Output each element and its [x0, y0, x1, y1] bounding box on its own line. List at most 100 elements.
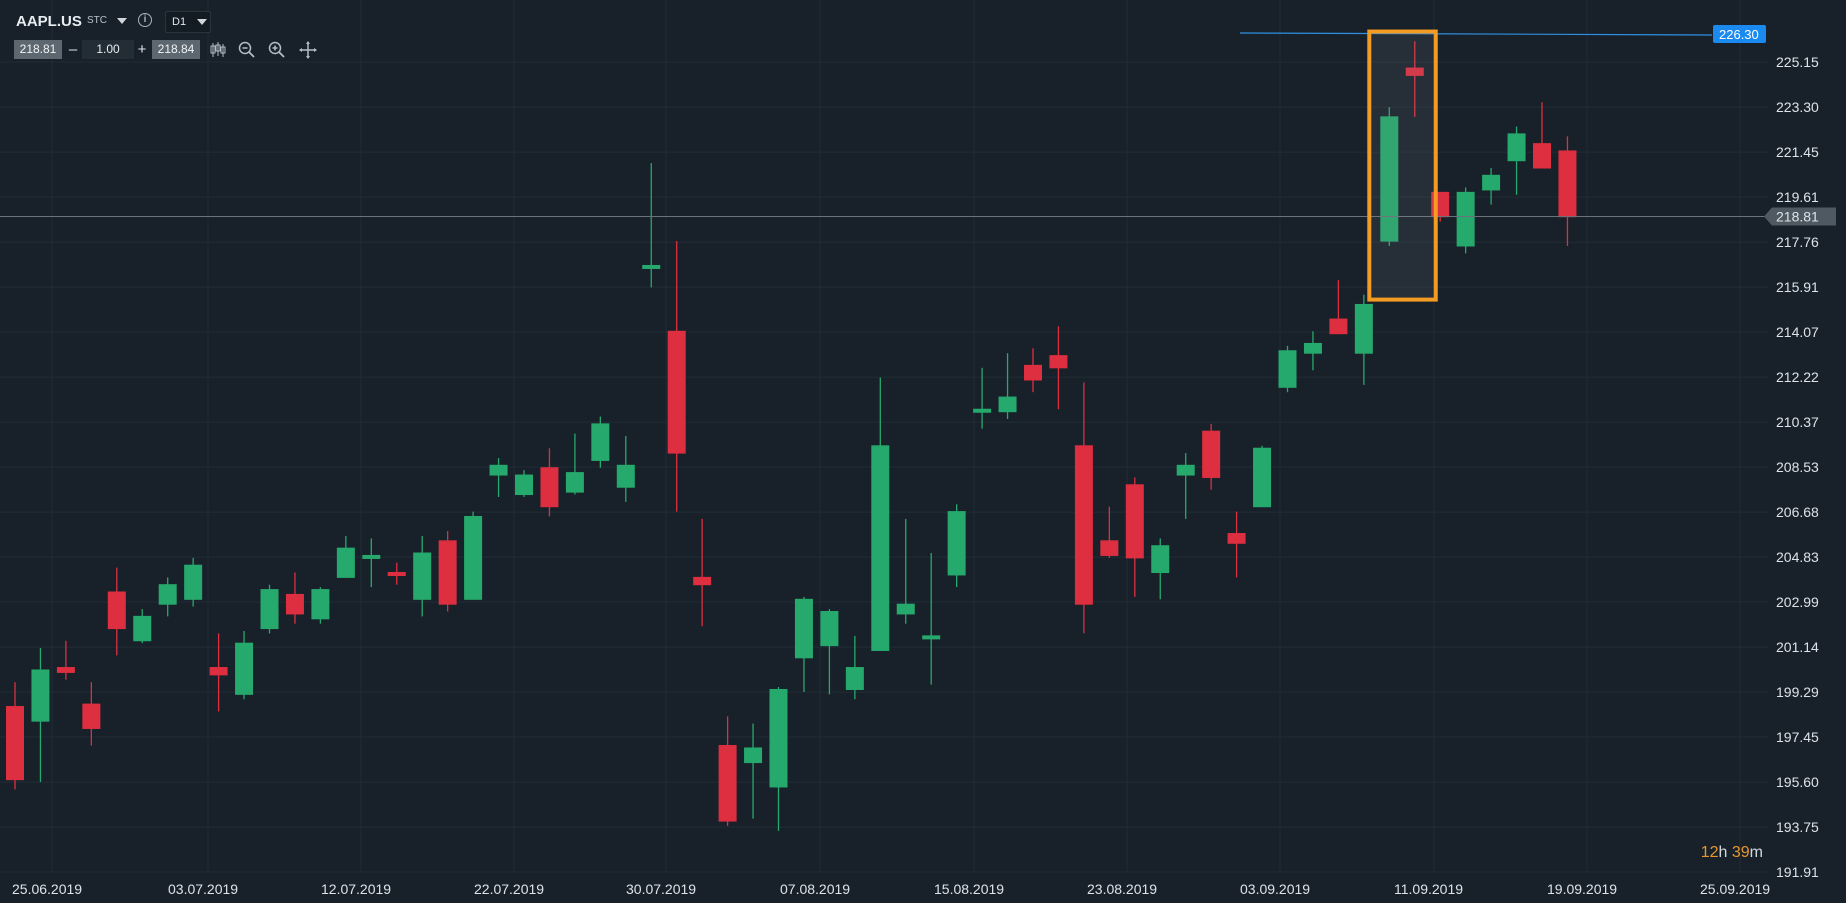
candle-countdown: 12h 39m — [1701, 844, 1763, 862]
bull-candle — [158, 584, 177, 605]
bull-candle — [464, 515, 483, 600]
bear-candle — [1405, 67, 1424, 76]
bear-candle — [1227, 533, 1246, 544]
chart-toolbar: AAPL.US STC i D1 218.81 – 1.00 + 218.84 — [0, 0, 420, 70]
alert-level-line[interactable] — [1239, 32, 1713, 36]
bull-candle — [1151, 545, 1170, 574]
bear-candle — [1024, 364, 1042, 381]
bull-candle — [998, 396, 1017, 413]
bull-candle — [744, 747, 763, 764]
ask-price[interactable]: 218.84 — [152, 40, 200, 59]
time-axis[interactable]: 25.06.2019 03.07.2019 12.07.2019 22.07.2019… — [12, 881, 1770, 897]
zoom-in-icon[interactable] — [267, 40, 287, 60]
current-price-tag — [1764, 207, 1836, 226]
bear-candle — [387, 572, 406, 577]
bull-candle — [1176, 464, 1195, 476]
candles-icon[interactable] — [208, 40, 228, 60]
chevron-down-icon — [197, 19, 207, 25]
bear-candle — [1074, 445, 1093, 605]
bull-candle — [184, 564, 203, 600]
bear-candle — [209, 667, 228, 676]
bull-candle — [794, 598, 813, 659]
bull-candle — [311, 589, 330, 620]
price-axis[interactable]: 225.15 223.30 221.45 219.61 217.76 215.91 214.… — [1776, 54, 1819, 880]
symbol-dropdown-icon[interactable] — [117, 18, 127, 24]
timeframe-value: D1 — [172, 16, 187, 28]
bull-candle — [947, 511, 966, 576]
y-tick-label: 204.83 — [1776, 549, 1819, 565]
bull-candle — [845, 667, 864, 690]
bull-candle — [1456, 191, 1475, 247]
x-tick-label: 03.09.2019 — [1240, 881, 1310, 897]
y-tick-label: 197.45 — [1776, 729, 1819, 745]
timer-hours: 12 — [1700, 844, 1719, 861]
y-tick-label: 210.37 — [1776, 414, 1819, 430]
asset-class-label: STC — [87, 15, 107, 26]
x-tick-label: 19.09.2019 — [1547, 881, 1617, 897]
bid-price[interactable]: 218.81 — [14, 40, 62, 59]
bear-candle — [718, 745, 737, 822]
bear-candle — [1329, 318, 1348, 335]
y-tick-label: 195.60 — [1776, 774, 1819, 790]
info-icon[interactable]: i — [138, 13, 152, 27]
bull-candle — [133, 615, 152, 642]
crosshair-icon[interactable] — [298, 40, 318, 60]
timeframe-select[interactable]: D1 — [165, 11, 211, 33]
overlays: 218.81 226.30 — [0, 24, 1836, 302]
bull-candle — [362, 554, 381, 559]
x-tick-label: 25.09.2019 — [1700, 881, 1770, 897]
bull-candle — [1278, 350, 1297, 388]
timer-minutes: 39 — [1731, 844, 1750, 861]
bull-candle — [922, 635, 941, 640]
bull-candle — [1482, 174, 1501, 191]
x-tick-label: 03.07.2019 — [168, 881, 238, 897]
bull-candle — [565, 472, 584, 493]
highlight-box — [1367, 29, 1438, 302]
y-tick-label: 201.14 — [1776, 639, 1819, 655]
timer-hours-unit: h — [1718, 844, 1728, 861]
y-tick-label: 214.07 — [1776, 324, 1819, 340]
bull-candle — [260, 589, 279, 630]
x-tick-label: 25.06.2019 — [12, 881, 82, 897]
bear-candle — [6, 706, 24, 781]
x-tick-label: 11.09.2019 — [1394, 881, 1463, 897]
y-tick-label: 221.45 — [1776, 144, 1819, 160]
bull-candle — [413, 552, 432, 600]
bear-candle — [1533, 143, 1551, 169]
bull-candle — [616, 464, 635, 488]
y-tick-label: 212.22 — [1776, 369, 1819, 385]
bull-candle — [235, 642, 254, 695]
symbol-label[interactable]: AAPL.US — [16, 13, 82, 30]
volume-decrease-button[interactable]: – — [68, 41, 78, 58]
y-tick-label: 191.91 — [1776, 864, 1819, 880]
bear-candle — [285, 593, 304, 615]
bear-candle — [1202, 430, 1221, 478]
bull-candle — [871, 445, 890, 651]
bull-candle — [1303, 342, 1322, 354]
x-tick-label: 22.07.2019 — [474, 881, 544, 897]
volume-input[interactable]: 1.00 — [82, 40, 134, 59]
bear-candle — [667, 330, 686, 454]
bull-candle — [591, 423, 610, 461]
y-tick-label: 215.91 — [1776, 279, 1819, 295]
alert-level-tag[interactable] — [1713, 24, 1766, 43]
volume-increase-button[interactable]: + — [137, 41, 147, 58]
bear-candle — [56, 667, 75, 673]
bear-candle — [107, 591, 126, 630]
bear-candle — [1125, 484, 1144, 559]
y-tick-label: 206.68 — [1776, 504, 1819, 520]
bear-candle — [540, 467, 559, 508]
bull-candle — [1354, 303, 1373, 354]
alert-level-label: 226.30 — [1719, 27, 1759, 42]
current-price-label: 218.81 — [1776, 208, 1819, 224]
bear-candle — [82, 703, 101, 729]
y-tick-label: 193.75 — [1776, 819, 1819, 835]
bull-candle — [1253, 447, 1272, 508]
y-tick-label: 225.15 — [1776, 54, 1819, 70]
bull-candle — [769, 688, 788, 788]
bear-candle — [1558, 150, 1577, 218]
bull-candle — [336, 547, 355, 578]
bear-candle — [693, 576, 712, 586]
zoom-out-icon[interactable] — [237, 40, 257, 60]
